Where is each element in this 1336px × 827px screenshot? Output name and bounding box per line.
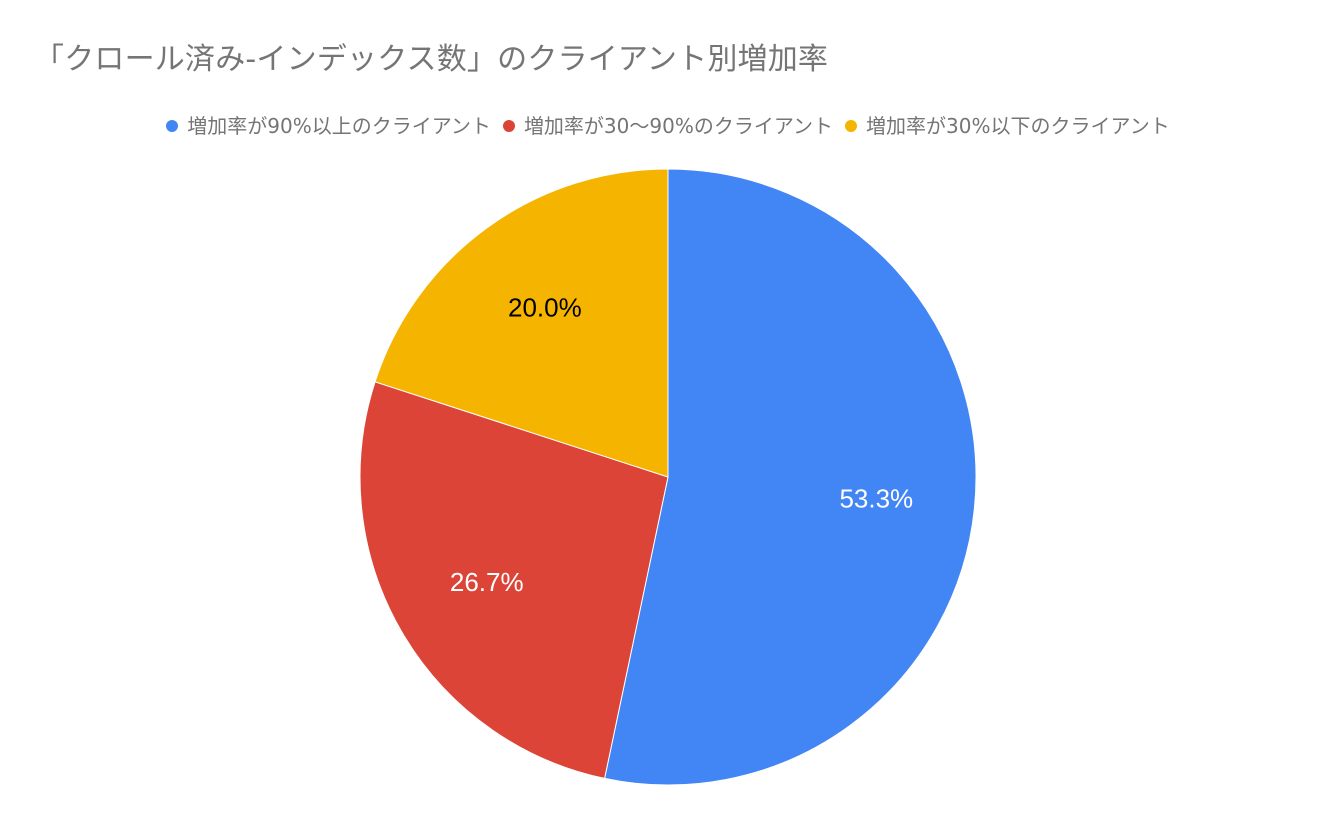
- legend-swatch-30-to-90: [502, 120, 515, 132]
- chart-title: 「クロール済み-インデックス数」のクライアント別増加率: [34, 42, 829, 77]
- legend-item-under-30[interactable]: 増加率が30%以下のクライアント: [845, 110, 1170, 142]
- pie-slice-under-30[interactable]: [374, 168, 669, 478]
- legend-item-90-plus[interactable]: 増加率が90%以上のクライアント: [166, 110, 491, 142]
- pie-slice-90-plus[interactable]: [604, 168, 977, 786]
- legend-label-30-to-90: 増加率が30〜90%のクライアント: [523, 114, 834, 138]
- legend-label-90-plus: 増加率が90%以上のクライアント: [187, 114, 491, 138]
- chart-legend: 増加率が90%以上のクライアント 増加率が30〜90%のクライアント 増加率が3…: [0, 110, 1336, 142]
- legend-label-under-30: 増加率が30%以下のクライアント: [866, 114, 1170, 138]
- legend-swatch-under-30: [845, 120, 858, 132]
- pie-slice-30-to-90[interactable]: [359, 381, 669, 779]
- legend-swatch-90-plus: [166, 120, 179, 132]
- pie-label-30-to-90: 26.7%: [450, 567, 524, 597]
- legend-item-30-to-90[interactable]: 増加率が30〜90%のクライアント: [502, 110, 834, 142]
- pie-label-under-30: 20.0%: [508, 293, 582, 323]
- pie-label-90-plus: 53.3%: [839, 484, 913, 514]
